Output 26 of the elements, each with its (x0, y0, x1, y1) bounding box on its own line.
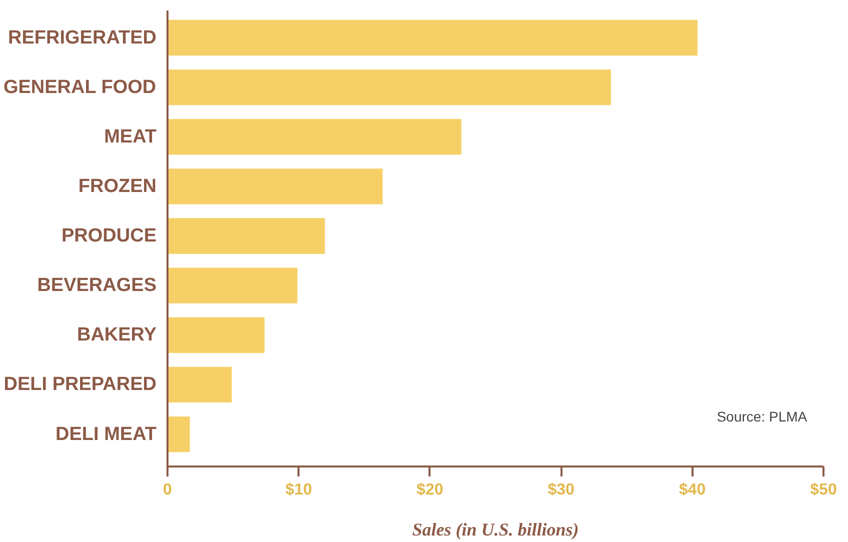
x-tick-label: 0 (163, 482, 172, 498)
x-tick-label: $40 (678, 482, 706, 498)
bar (168, 168, 383, 204)
bar (168, 119, 462, 155)
bar (168, 416, 190, 452)
y-tick-label: REFRIGERATED (8, 27, 156, 48)
y-tick-label: BAKERY (76, 324, 157, 346)
x-tick-label: $20 (416, 482, 444, 498)
x-axis-title: Sales (in U.S. billions) (412, 520, 579, 540)
y-tick-label: DELI MEAT (56, 424, 157, 445)
annotation: Source: PLMA (716, 408, 808, 424)
bar (168, 69, 611, 106)
x-tick-label: $50 (810, 482, 837, 498)
bar (168, 20, 698, 56)
y-tick-label: MEAT (104, 126, 157, 148)
bar (168, 218, 325, 254)
bar (168, 317, 265, 353)
x-tick-label: $10 (285, 482, 312, 498)
bar (168, 366, 232, 403)
x-tick-label: $30 (548, 482, 575, 498)
bar (168, 268, 298, 304)
y-tick-label: DELI PREPARED (4, 374, 157, 396)
y-tick-label: GENERAL FOOD (3, 76, 156, 98)
y-tick-label: FROZEN (78, 176, 157, 197)
y-tick-label: BEVERAGES (37, 275, 157, 296)
y-tick-label: PRODUCE (61, 226, 157, 247)
